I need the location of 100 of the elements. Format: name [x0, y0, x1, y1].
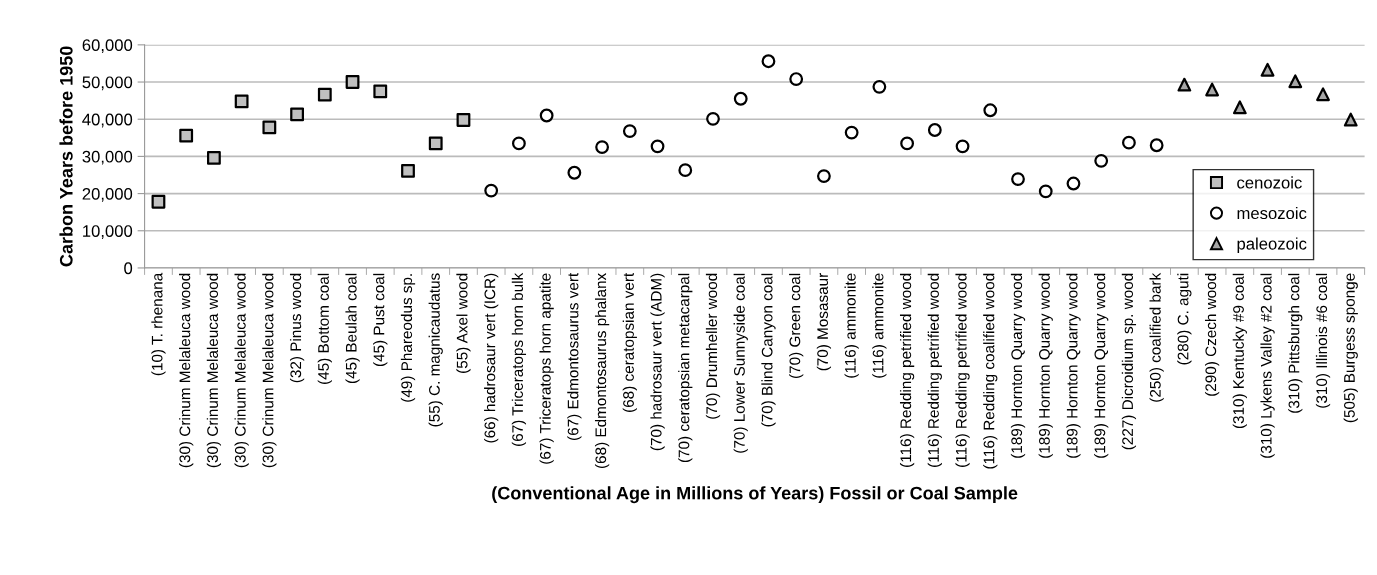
legend-label: mesozoic — [1237, 206, 1307, 220]
x-tick-label: (70) Drumheller wood — [705, 273, 721, 419]
point — [622, 124, 637, 139]
x-tick-label: (68) Edmontosaurus phalanx — [594, 272, 610, 469]
point — [678, 163, 693, 178]
x-tick-label: (49) Phareodus sp. — [400, 274, 416, 402]
x-tick-label: (67) Triceratops horn apatite — [539, 273, 554, 464]
x-tick-label: (250) coalified bark — [1149, 272, 1164, 402]
point — [1205, 82, 1220, 97]
point — [1260, 62, 1275, 77]
x-tick-label: (189) Hornton Quarry wood — [1010, 273, 1026, 458]
x-tick-label: (310) Pittsburgh coal — [1288, 273, 1303, 413]
x-tick-label: (116) Redding coalified wood — [983, 273, 998, 469]
point — [151, 194, 166, 209]
point — [234, 94, 249, 109]
x-tick-label: (45) Bottom coal — [317, 273, 332, 384]
x-tick-label: (116) ammonite — [844, 273, 859, 378]
x-tick-label: (505) Burgess sponge — [1343, 273, 1358, 423]
x-tick-label: (66) hadrosaur vert (ICR) — [484, 273, 499, 443]
point — [706, 111, 720, 126]
point — [872, 79, 887, 94]
x-tick-label: (67) Triceratops horn bulk — [511, 272, 527, 446]
x-tick-label: (32) Pinus wood — [289, 273, 305, 383]
x-tick-label: (70) Lower Sunnyside coal — [733, 273, 748, 453]
point — [927, 123, 942, 137]
point — [1177, 77, 1192, 92]
x-tick-label: (70) hadrosaur vert (ADM) — [650, 273, 665, 451]
point — [650, 139, 665, 154]
x-tick-label: (30) Crinum Melaleuca wood — [234, 273, 249, 468]
point — [262, 120, 277, 135]
x-tick-label: (116) Redding petrified wood — [899, 273, 915, 467]
x-tick-label: (189) Hornton Quarry wood — [1066, 273, 1081, 458]
y-tick-label: 30,000 — [82, 150, 133, 165]
point — [1288, 74, 1303, 89]
x-tick-label: (55) C. magnicaudatus — [428, 273, 443, 427]
point — [539, 108, 554, 123]
point — [206, 150, 221, 165]
x-tick-label: (30) Crinum Melaleuca wood — [262, 273, 277, 468]
point — [1094, 153, 1109, 168]
point — [955, 139, 970, 154]
point — [401, 163, 415, 178]
x-tick-label: (310) Kentucky #9 coal — [1232, 273, 1247, 429]
x-tick-label: (30) Crinum Melaleuca wood — [179, 273, 194, 468]
y-tick-label: 10,000 — [83, 225, 133, 239]
x-tick-label: (70) Mosasaur — [816, 273, 832, 371]
x-tick-label: (227) Dicroidium sp. wood — [1121, 273, 1137, 450]
y-tick-label: 20,000 — [82, 187, 133, 202]
point — [595, 140, 610, 155]
point — [817, 169, 831, 184]
x-tick-label: (189) Hornton Quarry wood — [1094, 273, 1109, 458]
point — [733, 91, 748, 106]
point — [1316, 87, 1330, 102]
point — [345, 75, 360, 89]
y-tick-label: 60,000 — [82, 39, 133, 54]
x-tick-label: (70) Green coal — [789, 273, 804, 378]
point — [511, 136, 526, 151]
x-tick-label: (116) Redding petrified wood — [955, 273, 970, 467]
x-axis-title: (Conventional Age in Millions of Years) Fossil or Coal Sample — [492, 486, 1018, 504]
x-tick-label: (10) T. rhenana — [151, 272, 166, 376]
x-tick-label: (55) Axel wood — [456, 273, 471, 373]
x-tick-label: (280) C. aguti — [1177, 273, 1192, 365]
legend-label: paleozoic — [1237, 237, 1307, 253]
x-tick-label: (116) Redding petrified wood — [927, 273, 942, 467]
point — [761, 54, 776, 69]
point — [179, 128, 194, 143]
point — [1122, 135, 1136, 150]
legend-label: cenozoic — [1237, 176, 1302, 189]
point — [1011, 172, 1025, 186]
point — [844, 125, 859, 140]
x-tick-label: (310) Illinois #6 coal — [1315, 273, 1331, 408]
y-axis-title: Carbon Years before 1950 — [59, 46, 73, 267]
point — [317, 87, 332, 102]
point — [1066, 176, 1081, 191]
point — [567, 165, 582, 180]
x-tick-label: (310) Lykens Valley #2 coal — [1260, 273, 1275, 458]
x-tick-label: (290) Czech wood — [1204, 273, 1220, 396]
point — [456, 113, 471, 127]
point — [900, 136, 915, 151]
y-tick-label: 40,000 — [82, 113, 133, 128]
point — [373, 84, 388, 99]
point — [428, 136, 443, 151]
point — [983, 103, 998, 118]
x-tick-label: (70) ceratopsian metacarpal — [678, 273, 693, 463]
point — [1149, 138, 1164, 153]
point — [1038, 184, 1053, 199]
x-tick-label: (70) Blind Canyon coal — [761, 273, 776, 427]
x-tick-label: (116) ammonite — [872, 273, 887, 378]
y-tick-label: 50,000 — [82, 76, 133, 91]
x-tick-label: (45) Pust coal — [373, 273, 388, 367]
point — [290, 107, 305, 122]
point — [789, 72, 804, 86]
x-tick-label: (30) Crinum Melaleuca wood — [206, 273, 222, 468]
x-tick-label: (68) ceratopsian vert — [622, 272, 637, 412]
x-tick-label: (45) Beulah coal — [345, 273, 360, 384]
x-tick-label: (67) Edmontosaurus vert — [567, 272, 582, 440]
point — [484, 183, 499, 198]
y-tick-label: 0 — [124, 262, 133, 275]
point — [1343, 112, 1358, 127]
x-tick-label: (189) Hornton Quarry wood — [1038, 273, 1053, 458]
point — [1232, 100, 1247, 115]
